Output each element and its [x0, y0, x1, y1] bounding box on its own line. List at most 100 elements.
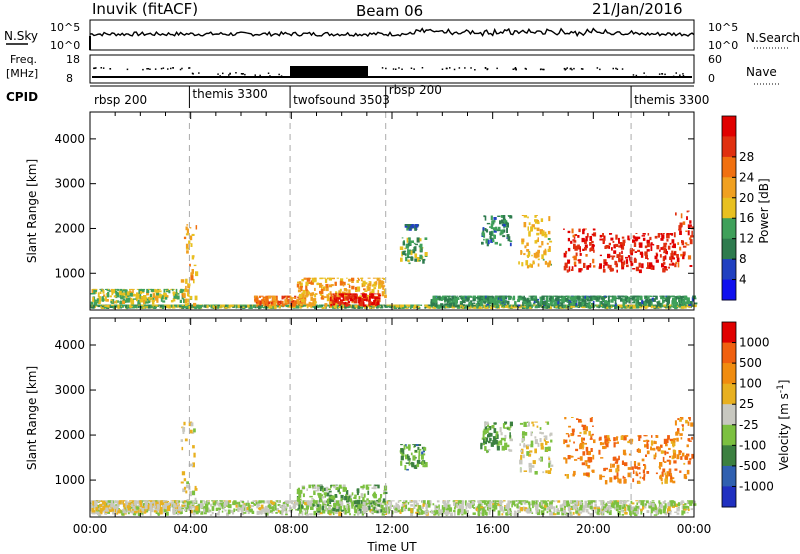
data-cell: [137, 304, 140, 309]
data-cell: [520, 500, 523, 506]
data-cell: [227, 504, 231, 508]
data-cell: [369, 509, 372, 513]
data-cell: [271, 512, 274, 514]
data-cell: [364, 298, 366, 301]
data-cell: [408, 262, 411, 265]
data-cell: [484, 509, 487, 512]
data-cell: [520, 500, 524, 503]
freq-label-1: Freq.: [10, 53, 37, 66]
data-cell: [463, 509, 466, 515]
data-cell: [274, 296, 277, 299]
data-cell: [321, 304, 324, 308]
data-cell: [425, 510, 429, 513]
data-cell: [498, 304, 502, 306]
nsky-label: N.Sky: [4, 29, 38, 43]
data-cell: [574, 245, 578, 251]
data-cell: [601, 506, 603, 509]
data-cell: [321, 304, 324, 306]
data-cell: [249, 304, 252, 306]
data-cell: [416, 237, 420, 243]
data-cell: [224, 304, 227, 309]
data-cell: [492, 503, 495, 505]
data-cell: [191, 255, 195, 260]
data-cell: [513, 514, 517, 516]
data-cell: [350, 296, 352, 298]
data-cell: [655, 252, 658, 255]
data-cell: [370, 511, 374, 514]
data-cell: [254, 304, 257, 309]
data-cell: [319, 512, 323, 515]
data-cell: [572, 304, 575, 308]
data-cell: [482, 508, 485, 513]
data-cell: [476, 302, 480, 305]
data-cell: [265, 512, 269, 516]
data-cell: [407, 304, 411, 307]
data-cell: [460, 295, 464, 298]
data-cell: [355, 294, 358, 297]
data-cell: [180, 304, 184, 308]
data-cell: [558, 298, 562, 302]
data-cell: [670, 259, 673, 263]
data-cell: [542, 500, 547, 504]
data-cell: [449, 514, 452, 516]
data-cell: [498, 298, 501, 303]
data-cell: [249, 508, 253, 513]
data-cell: [392, 304, 396, 306]
data-cell: [184, 506, 186, 509]
data-cell: [288, 304, 291, 308]
data-cell: [428, 500, 432, 506]
data-cell: [607, 501, 611, 505]
data-cell: [507, 505, 510, 511]
data-cell: [662, 268, 666, 273]
data-cell: [399, 246, 404, 250]
data-cell: [277, 500, 280, 504]
data-cell: [434, 305, 437, 309]
data-cell: [654, 255, 658, 260]
data-cell: [592, 295, 596, 298]
data-cell: [646, 267, 650, 269]
nave-dot: [188, 67, 190, 69]
data-cell: [136, 297, 138, 302]
nave-dot: [102, 67, 105, 69]
data-cell: [521, 501, 524, 504]
data-cell: [613, 250, 617, 254]
data-cell: [93, 288, 97, 291]
data-cell: [109, 295, 112, 298]
data-cell: [502, 235, 506, 238]
data-cell: [539, 300, 543, 305]
data-cell: [668, 266, 670, 269]
data-cell: [457, 510, 460, 516]
data-cell: [308, 282, 311, 284]
data-cell: [421, 506, 424, 509]
data-cell: [546, 304, 550, 309]
data-cell: [186, 228, 189, 234]
data-cell: [259, 304, 262, 309]
data-cell: [264, 505, 268, 509]
data-cell: [283, 500, 287, 505]
data-cell: [678, 228, 681, 231]
data-cell: [251, 510, 255, 514]
data-cell: [129, 288, 132, 291]
data-cell: [504, 295, 507, 300]
data-cell: [404, 304, 406, 306]
data-cell: [565, 295, 568, 298]
colorbar-tick-label: 12: [739, 232, 754, 246]
data-cell: [526, 306, 529, 310]
data-cell: [633, 295, 636, 299]
data-cell: [687, 255, 692, 260]
data-cell: [210, 304, 213, 309]
data-cell: [219, 502, 223, 505]
data-cell: [466, 295, 470, 299]
data-cell: [413, 304, 417, 308]
data-cell: [528, 222, 531, 226]
data-cell: [286, 500, 290, 504]
data-cell: [405, 504, 408, 509]
data-cell: [96, 500, 100, 503]
data-cell: [285, 513, 288, 516]
data-cell: [215, 507, 219, 511]
data-cell: [104, 511, 108, 515]
nave-dot: [515, 69, 517, 71]
data-cell: [192, 306, 196, 308]
data-cell: [328, 284, 333, 288]
